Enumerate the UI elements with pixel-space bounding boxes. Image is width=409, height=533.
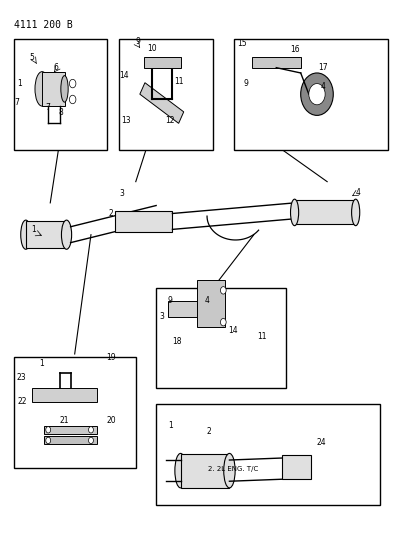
Text: 24: 24 bbox=[315, 438, 325, 447]
Circle shape bbox=[308, 84, 324, 105]
Bar bbox=[139, 83, 183, 123]
Text: 1: 1 bbox=[39, 359, 44, 367]
Text: 6: 6 bbox=[54, 63, 58, 72]
Text: 12: 12 bbox=[165, 116, 175, 125]
Text: 1: 1 bbox=[168, 421, 172, 430]
Text: 1: 1 bbox=[31, 225, 36, 234]
Text: 4: 4 bbox=[204, 296, 209, 305]
Text: 21: 21 bbox=[60, 416, 69, 425]
Text: 11: 11 bbox=[173, 77, 183, 86]
Ellipse shape bbox=[61, 76, 68, 102]
Text: 4111 200 B: 4111 200 B bbox=[13, 20, 72, 30]
Bar bbox=[115, 211, 172, 232]
Text: 10: 10 bbox=[147, 44, 157, 53]
Text: 23: 23 bbox=[16, 373, 26, 382]
Bar bbox=[44, 436, 97, 444]
Bar bbox=[119, 38, 213, 150]
Text: 14: 14 bbox=[228, 326, 238, 335]
Bar bbox=[26, 221, 66, 248]
Text: 9: 9 bbox=[168, 296, 173, 305]
Ellipse shape bbox=[290, 199, 298, 225]
Text: 4: 4 bbox=[355, 188, 359, 197]
Bar bbox=[144, 57, 180, 68]
Text: 9: 9 bbox=[135, 37, 140, 46]
Circle shape bbox=[88, 426, 93, 433]
Text: 22: 22 bbox=[18, 397, 27, 406]
Bar bbox=[180, 454, 229, 488]
Circle shape bbox=[46, 426, 51, 433]
Circle shape bbox=[300, 73, 333, 115]
Bar bbox=[156, 405, 379, 505]
Ellipse shape bbox=[21, 220, 31, 249]
Text: 18: 18 bbox=[171, 337, 181, 346]
Bar bbox=[282, 455, 310, 479]
Text: 14: 14 bbox=[119, 71, 128, 80]
Circle shape bbox=[46, 437, 51, 443]
Text: 16: 16 bbox=[289, 45, 299, 54]
Ellipse shape bbox=[175, 454, 186, 488]
Text: 20: 20 bbox=[106, 416, 116, 425]
Text: 3: 3 bbox=[119, 189, 124, 198]
Text: 4: 4 bbox=[320, 82, 325, 91]
Ellipse shape bbox=[61, 220, 72, 249]
Text: 7: 7 bbox=[14, 98, 19, 107]
Text: 11: 11 bbox=[256, 332, 266, 341]
Ellipse shape bbox=[223, 454, 234, 488]
Bar bbox=[168, 301, 221, 317]
Text: 5: 5 bbox=[29, 53, 34, 62]
Text: 15: 15 bbox=[236, 39, 246, 49]
Bar bbox=[32, 389, 97, 402]
Text: 2. 2L ENG. T/C: 2. 2L ENG. T/C bbox=[208, 466, 258, 472]
Text: 1: 1 bbox=[17, 79, 22, 88]
Ellipse shape bbox=[35, 71, 49, 106]
Bar bbox=[196, 280, 225, 327]
Circle shape bbox=[69, 79, 76, 88]
Text: 13: 13 bbox=[121, 116, 130, 125]
Circle shape bbox=[220, 287, 226, 294]
Bar bbox=[156, 288, 286, 389]
Circle shape bbox=[220, 318, 226, 326]
Bar bbox=[251, 57, 300, 68]
Text: 3: 3 bbox=[160, 312, 164, 321]
Circle shape bbox=[69, 95, 76, 104]
Bar bbox=[13, 357, 135, 468]
Text: 17: 17 bbox=[317, 63, 327, 72]
Bar bbox=[233, 38, 387, 150]
Bar bbox=[42, 72, 64, 107]
Text: 2: 2 bbox=[109, 209, 113, 218]
Bar bbox=[294, 200, 355, 224]
Text: 19: 19 bbox=[106, 353, 116, 362]
Text: 2: 2 bbox=[206, 427, 211, 437]
Text: 9: 9 bbox=[243, 79, 247, 88]
Circle shape bbox=[88, 437, 93, 443]
Text: 7: 7 bbox=[46, 103, 51, 112]
Bar bbox=[44, 425, 97, 433]
Text: 8: 8 bbox=[58, 108, 63, 117]
Ellipse shape bbox=[351, 199, 359, 225]
Bar bbox=[13, 38, 107, 150]
